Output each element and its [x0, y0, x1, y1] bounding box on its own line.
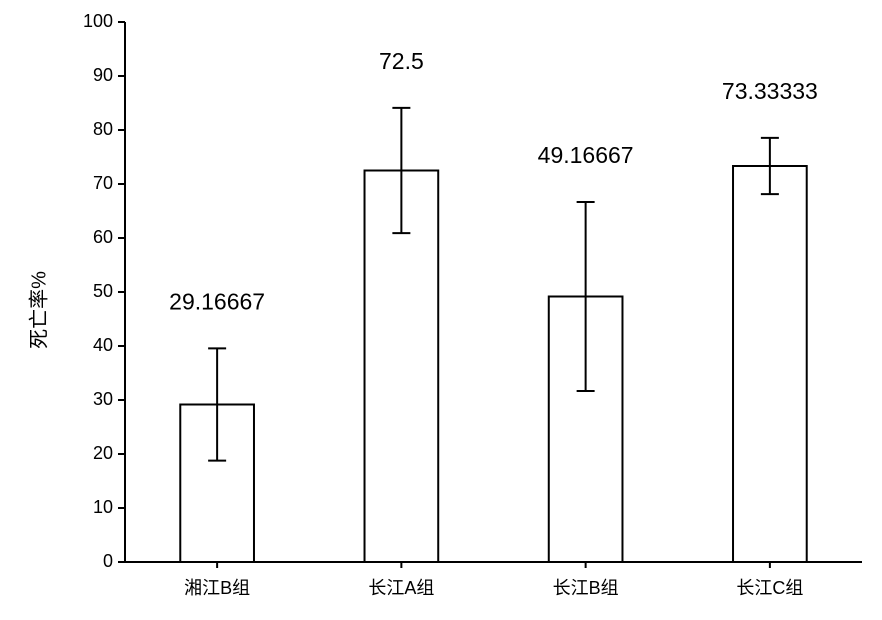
y-tick-label: 20 [93, 443, 113, 463]
error-bar [576, 201, 595, 392]
y-tick-label: 100 [83, 11, 113, 31]
value-label: 72.5 [379, 48, 424, 74]
y-tick-label: 40 [93, 335, 113, 355]
bar [732, 165, 808, 563]
x-tick-label: 长江B组 [553, 578, 619, 598]
value-label: 29.16667 [169, 288, 265, 314]
y-tick-label: 30 [93, 389, 113, 409]
error-bar [760, 136, 779, 196]
y-tick-label: 70 [93, 173, 113, 193]
y-tick-label: 10 [93, 497, 113, 517]
y-tick-label: 90 [93, 65, 113, 85]
error-bar [208, 347, 227, 462]
x-tick-label: 长江A组 [368, 578, 434, 598]
y-axis-label: 死亡率% [27, 271, 50, 349]
value-label: 73.33333 [722, 78, 818, 104]
y-tick-label: 0 [103, 551, 113, 571]
x-tick-label: 湘江B组 [184, 578, 250, 598]
y-tick-label: 50 [93, 281, 113, 301]
y-tick-label: 80 [93, 119, 113, 139]
x-tick-label: 长江C组 [736, 578, 803, 598]
value-label: 49.16667 [538, 142, 634, 168]
error-bar [392, 106, 411, 235]
y-tick-label: 60 [93, 227, 113, 247]
